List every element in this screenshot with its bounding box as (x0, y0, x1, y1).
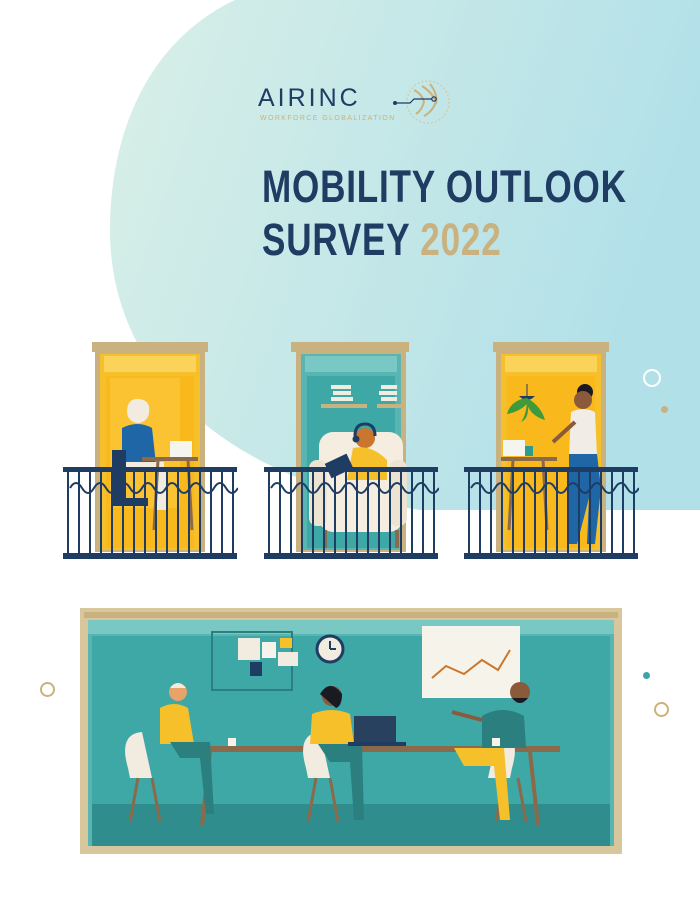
title-line-1: MOBILITY OUTLOOK (262, 161, 627, 212)
decor-dot-1 (661, 406, 668, 413)
balcony-railing-2 (264, 467, 439, 559)
window-woman-laptop-illustration (63, 342, 238, 559)
report-title: MOBILITY OUTLOOK SURVEY 2022 (262, 160, 627, 266)
balcony-railing-1 (63, 467, 238, 559)
balcony-railing-3 (464, 467, 639, 559)
title-line-2: SURVEY 2022 (262, 213, 627, 266)
window-man-headphones-illustration (264, 342, 439, 559)
office-meeting-illustration (80, 608, 622, 854)
decor-circle-3 (654, 702, 669, 717)
decor-dot-2 (643, 672, 650, 679)
logo-wordmark: AIRINC (258, 84, 361, 112)
decor-circle-2 (40, 682, 55, 697)
corkboard (211, 631, 298, 691)
decor-circle-1 (643, 369, 661, 387)
airinc-logo: AIRINC WORKFORCE GLOBALIZATION (258, 78, 458, 130)
logo-tagline: WORKFORCE GLOBALIZATION (260, 115, 396, 122)
globe-icon (393, 80, 450, 124)
window-woman-standing-illustration (464, 342, 639, 559)
title-survey: SURVEY (262, 214, 410, 265)
title-year: 2022 (420, 214, 502, 265)
